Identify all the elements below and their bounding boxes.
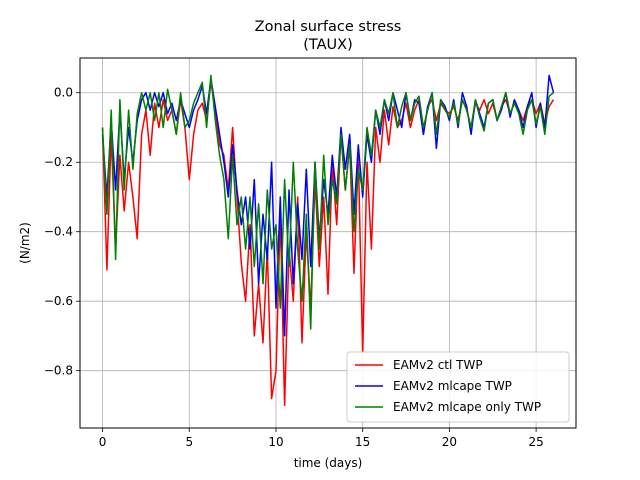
series-line-3 [101,74,554,330]
legend-label-1: EAMv2 ctl TWP [393,358,483,372]
x-tick-label: 20 [442,435,457,449]
x-tick-label: 15 [355,435,370,449]
series-lines [101,74,555,407]
y-tick-label: −0.8 [44,364,73,378]
y-axis-ticks: 0.0 −0.2 −0.4 −0.6 −0.8 [44,86,80,378]
legend-label-3: EAMv2 mlcape only TWP [393,400,541,414]
chart-subtitle: (TAUX) [303,37,353,53]
y-tick-label: −0.2 [44,155,73,169]
chart-title: Zonal surface stress [255,19,402,35]
legend-box [346,351,570,423]
x-tick-label: 0 [99,435,107,449]
legend-label-2: EAMv2 mlcape TWP [393,379,512,393]
x-axis-ticks: 0 5 10 15 20 25 [99,428,544,449]
legend: EAMv2 ctl TWP EAMv2 mlcape TWP EAMv2 mlcap… [346,351,570,423]
y-tick-label: 0.0 [54,86,73,100]
y-axis-label: (N/m2) [18,222,32,264]
plot-frame [79,57,577,429]
x-tick-label: 25 [528,435,543,449]
x-axis-label: time (days) [294,456,363,470]
x-tick-label: 5 [185,435,193,449]
x-tick-label: 10 [268,435,283,449]
y-tick-label: −0.4 [44,225,73,239]
y-tick-label: −0.6 [44,294,73,308]
